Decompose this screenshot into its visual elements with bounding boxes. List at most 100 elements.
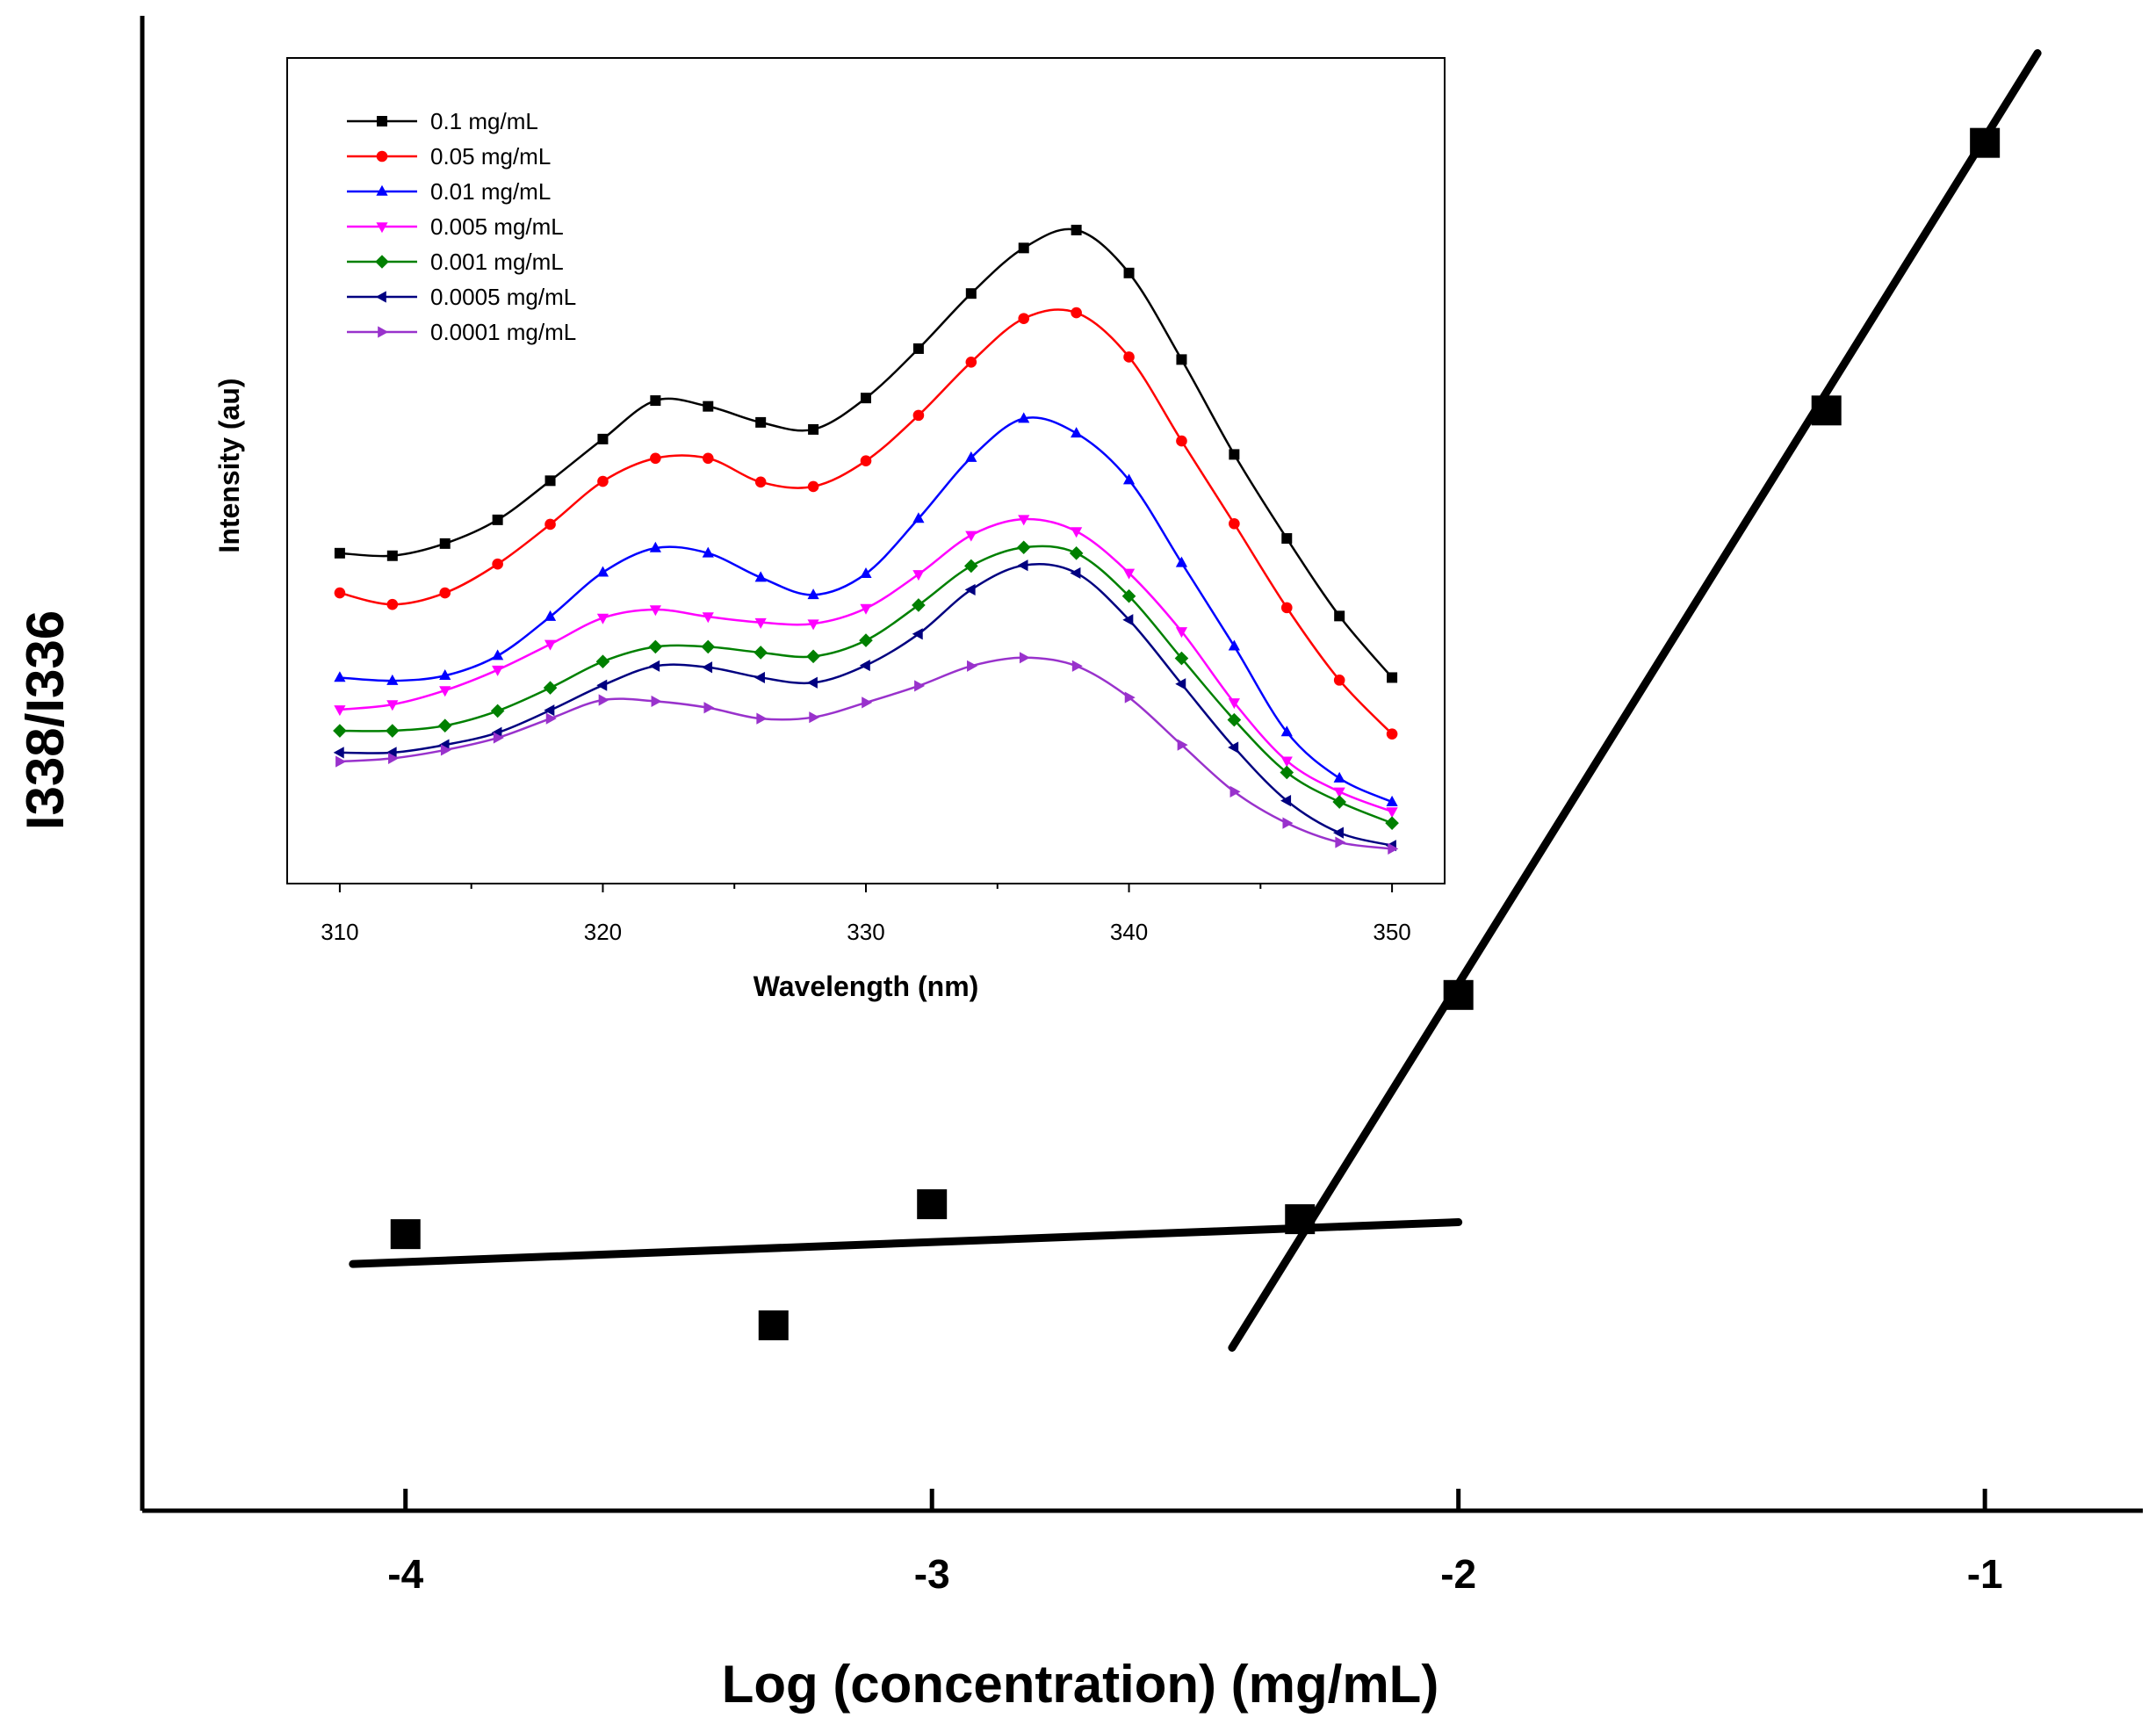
inset-data-point	[702, 661, 713, 674]
inset-data-point	[1387, 672, 1398, 683]
inset-data-point	[967, 660, 978, 672]
inset-data-point	[1018, 313, 1030, 324]
inset-data-point	[1335, 836, 1346, 848]
legend-entry: 0.1 mg/mL	[347, 108, 538, 134]
legend-label: 0.001 mg/mL	[430, 249, 564, 275]
main-x-tick-labels: -4 -3 -2 -1	[387, 1551, 2002, 1597]
inset-data-point	[544, 475, 556, 487]
data-point	[758, 1310, 789, 1340]
inset-data-point	[1071, 527, 1083, 538]
inset-data-point	[1071, 660, 1083, 672]
inset-data-point	[1018, 412, 1030, 423]
inset-data-point	[334, 671, 346, 682]
inset-data-point	[386, 747, 397, 759]
inset-data-point	[1280, 756, 1293, 768]
inset-data-point	[595, 654, 610, 668]
inset-data-point	[1121, 588, 1136, 603]
inset-data-point	[809, 711, 820, 724]
inset-data-point	[1018, 242, 1029, 254]
inset-data-point	[386, 674, 399, 685]
inset-data-point	[702, 546, 714, 558]
inset-data-point	[1386, 807, 1398, 819]
inset-data-point	[1282, 817, 1294, 829]
inset-data-point	[1175, 556, 1188, 567]
inset-data-point	[544, 610, 557, 621]
inset-data-point	[1280, 795, 1292, 807]
inset-data-point	[335, 755, 347, 768]
inset-data-point	[439, 686, 451, 697]
inset-data-point	[386, 700, 399, 711]
legend-marker	[376, 184, 388, 196]
inset-data-point	[861, 393, 871, 404]
inset-data-point	[1229, 517, 1240, 530]
data-point	[390, 1219, 421, 1250]
inset-data-point	[597, 475, 609, 487]
inset-data-point	[334, 547, 345, 559]
inset-series-group	[335, 652, 1399, 855]
data-point	[1285, 1204, 1316, 1235]
inset-data-point	[333, 747, 344, 759]
inset-data-point	[807, 588, 819, 600]
legend-label: 0.01 mg/mL	[430, 178, 551, 205]
inset-data-point	[1332, 826, 1344, 839]
inset-data-point	[754, 617, 767, 629]
inset-data-point	[860, 567, 872, 578]
inset-data-point	[1177, 739, 1188, 751]
inset-data-point	[859, 659, 870, 672]
inset-data-point	[912, 628, 923, 640]
inset-data-point	[965, 288, 977, 300]
inset-data-point	[386, 724, 400, 738]
inset-data-point	[912, 570, 925, 581]
inset-data-point	[1176, 435, 1187, 447]
inset-data-point	[756, 712, 768, 725]
inset-data-point	[386, 550, 398, 561]
inset-data-point	[334, 587, 346, 599]
legend-entry: 0.0005 mg/mL	[347, 284, 576, 310]
inset-series-line	[339, 517, 1393, 813]
inset-data-point	[1123, 267, 1135, 278]
inset-series-group	[333, 559, 1396, 852]
inset-data-point	[1016, 540, 1031, 555]
inset-frame	[286, 57, 1446, 884]
inset-data-point	[754, 571, 767, 582]
inset-data-point	[754, 476, 767, 488]
inset-series-line	[339, 563, 1393, 847]
inset-data-point	[965, 530, 977, 542]
data-point	[917, 1189, 948, 1220]
inset-series-group	[333, 540, 1399, 830]
inset-series-group	[334, 515, 1398, 819]
inset-legend: 0.1 mg/mL 0.05 mg/mL 0.01 mg/mL 0.005 mg…	[347, 108, 576, 345]
inset-data-point	[649, 660, 660, 672]
inset-data-point	[543, 681, 558, 695]
inset-data-point	[596, 679, 608, 691]
inset-data-point	[1333, 787, 1345, 798]
inset-data-point	[1070, 567, 1081, 580]
inset-data-point	[1228, 741, 1239, 754]
inset-data-point	[492, 649, 504, 660]
main-chart: -4 -3 -2 -1 Log (concentration) (mg/mL) …	[16, 16, 2143, 1714]
legend-entry: 0.05 mg/mL	[347, 143, 551, 170]
inset-data-point	[964, 583, 976, 596]
data-point	[1811, 395, 1842, 426]
inset-data-point	[334, 705, 346, 717]
main-fit-lines	[349, 49, 2042, 1352]
inset-data-point	[1280, 725, 1293, 737]
fit-line	[1228, 49, 2042, 1352]
legend-marker	[375, 291, 386, 303]
inset-y-axis-title: Intensity (au)	[213, 378, 245, 552]
inset-data-point	[648, 639, 663, 654]
inset-data-point	[964, 559, 978, 574]
inset-data-point	[1176, 354, 1187, 365]
inset-data-point	[807, 480, 819, 493]
inset-data-point	[544, 518, 556, 530]
inset-data-point	[1122, 614, 1134, 626]
inset-data-point	[1175, 627, 1188, 639]
inset-data-point	[965, 356, 977, 368]
inset-data-point	[1386, 728, 1398, 740]
inset-data-point	[1017, 559, 1028, 572]
inset-data-point	[1019, 652, 1030, 664]
inset-data-point	[912, 343, 924, 354]
inset-data-point	[1388, 842, 1399, 855]
main-x-axis-title: Log (concentration) (mg/mL)	[722, 1655, 1439, 1714]
inset-data-point	[596, 566, 609, 577]
